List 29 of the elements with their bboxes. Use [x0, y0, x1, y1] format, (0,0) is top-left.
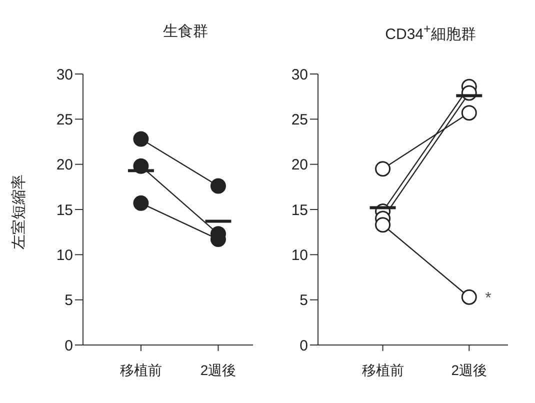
- point: [133, 195, 149, 211]
- point: [461, 289, 477, 305]
- y-tick-label: 25: [291, 111, 308, 128]
- chart-title: CD34$^{+}$細胞群: [384, 21, 477, 45]
- y-tick-label: 10: [56, 246, 73, 264]
- point: [210, 178, 226, 194]
- y-tick-label: 0: [64, 337, 73, 354]
- y-tick-label: 0: [300, 337, 308, 354]
- chart-title: 生食群: [162, 22, 209, 42]
- y-tick-label: 5: [64, 292, 73, 310]
- y-axis-title: 左室短縮率: [10, 174, 28, 250]
- annotation: *: [485, 290, 492, 307]
- y-tick-label: 15: [56, 202, 73, 219]
- y-tick-label: 15: [291, 202, 308, 219]
- x-tick-label: 2週後: [200, 362, 236, 378]
- y-tick-label: 25: [56, 111, 73, 128]
- y-tick-label: 30: [56, 66, 73, 84]
- y-tick-label: 10: [291, 246, 308, 264]
- point: [375, 161, 391, 177]
- y-tick-label: 5: [300, 292, 308, 310]
- point: [461, 105, 477, 121]
- x-tick-label: 移植前: [120, 362, 162, 378]
- point: [133, 131, 149, 147]
- point: [375, 217, 391, 233]
- y-tick-label: 20: [291, 156, 308, 174]
- y-tick-label: 20: [56, 156, 73, 174]
- y-tick-label: 30: [291, 66, 308, 84]
- x-tick-label: 2週後: [451, 362, 488, 378]
- x-tick-label: 移植前: [362, 362, 404, 378]
